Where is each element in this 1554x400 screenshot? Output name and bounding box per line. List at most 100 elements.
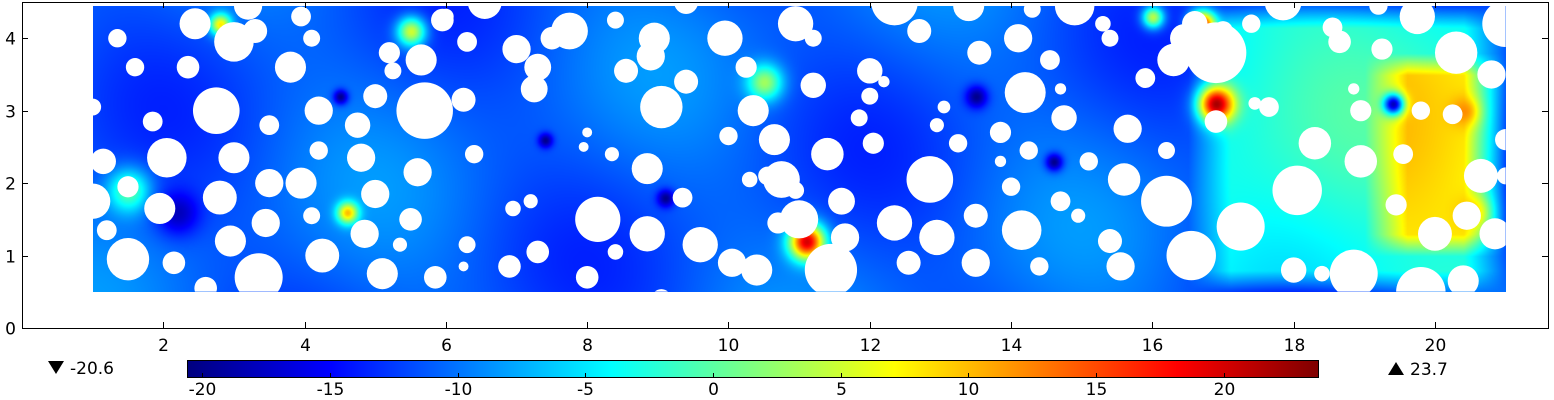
inclusion bbox=[989, 121, 1012, 143]
inclusion bbox=[523, 194, 538, 209]
inclusion bbox=[1001, 210, 1042, 250]
inclusion bbox=[378, 42, 400, 64]
inclusion bbox=[1385, 194, 1407, 216]
inclusion bbox=[457, 31, 477, 52]
inclusion bbox=[850, 109, 868, 127]
inclusion bbox=[937, 100, 951, 114]
inclusion bbox=[1113, 114, 1142, 143]
inclusion bbox=[1371, 38, 1393, 60]
inclusion bbox=[614, 58, 639, 83]
inclusion bbox=[1479, 218, 1506, 250]
inclusion bbox=[830, 223, 860, 252]
inclusion bbox=[1040, 50, 1060, 70]
y-tick-label: 1 bbox=[5, 248, 16, 268]
inclusion bbox=[1399, 5, 1435, 35]
inclusion bbox=[780, 200, 819, 239]
inclusion bbox=[1442, 104, 1463, 125]
inclusion bbox=[654, 289, 668, 292]
inclusion bbox=[147, 137, 187, 178]
inclusion bbox=[638, 22, 670, 54]
inclusion bbox=[92, 183, 111, 219]
inclusion bbox=[1350, 100, 1372, 122]
inclusion bbox=[309, 141, 328, 160]
x-tick-label: 12 bbox=[860, 336, 882, 356]
inclusion bbox=[1344, 145, 1378, 178]
inclusion bbox=[526, 240, 550, 264]
inclusion bbox=[777, 6, 814, 42]
inclusion bbox=[255, 168, 284, 198]
inclusion bbox=[405, 44, 437, 76]
inclusion bbox=[735, 56, 757, 78]
inclusion bbox=[1418, 216, 1452, 251]
y-tick-label: 2 bbox=[5, 175, 16, 195]
inclusion bbox=[502, 34, 531, 64]
inclusion bbox=[218, 142, 250, 174]
inclusion bbox=[1314, 265, 1330, 282]
inclusion bbox=[520, 75, 548, 103]
inclusion bbox=[303, 207, 321, 225]
inclusion bbox=[1107, 163, 1141, 196]
inclusion bbox=[1272, 165, 1322, 216]
inclusion bbox=[304, 96, 333, 125]
inclusion bbox=[251, 208, 280, 238]
inclusion bbox=[1095, 15, 1111, 32]
inclusion bbox=[468, 5, 502, 19]
y-tick-label: 4 bbox=[5, 30, 16, 50]
colorbar-tick-label: -10 bbox=[445, 380, 473, 400]
inclusion bbox=[1185, 22, 1247, 84]
colorbar-gradient bbox=[187, 360, 1319, 378]
inclusion bbox=[176, 55, 200, 79]
inclusion bbox=[800, 72, 826, 99]
inclusion bbox=[719, 126, 738, 146]
inclusion bbox=[1411, 101, 1431, 120]
inclusion bbox=[1259, 97, 1279, 117]
inclusion bbox=[464, 144, 484, 164]
inclusion bbox=[1242, 14, 1261, 33]
inclusion bbox=[274, 51, 307, 83]
inclusion bbox=[1265, 5, 1302, 21]
inclusion bbox=[344, 112, 371, 138]
inclusion bbox=[862, 132, 884, 154]
inclusion bbox=[606, 11, 624, 29]
inclusion bbox=[717, 248, 747, 277]
y-axis: 0 1 2 3 4 bbox=[5, 30, 1548, 340]
inclusion bbox=[1097, 229, 1122, 254]
inclusion bbox=[787, 181, 805, 199]
inclusion bbox=[1030, 257, 1049, 276]
inclusion bbox=[828, 187, 855, 215]
inclusion bbox=[1050, 191, 1071, 212]
inclusion bbox=[1054, 83, 1067, 95]
inclusion bbox=[948, 134, 968, 153]
inclusion bbox=[1106, 252, 1135, 281]
inclusion bbox=[384, 62, 402, 80]
inclusion bbox=[1298, 127, 1332, 160]
inclusion bbox=[233, 5, 263, 20]
inclusion bbox=[1204, 110, 1228, 133]
colorbar-tick-label: 20 bbox=[1214, 380, 1236, 400]
inclusion bbox=[575, 196, 621, 242]
colorbar-min-label: -20.6 bbox=[70, 359, 114, 379]
colorbar-tick-label: -20 bbox=[189, 380, 217, 400]
inclusion bbox=[682, 227, 718, 263]
inclusion bbox=[1495, 129, 1506, 151]
inclusion bbox=[953, 5, 985, 22]
inclusion bbox=[804, 243, 858, 292]
x-tick-label: 18 bbox=[1284, 336, 1306, 356]
inclusion bbox=[1135, 68, 1156, 88]
inclusion bbox=[291, 6, 311, 27]
inclusion bbox=[906, 156, 954, 203]
inclusion bbox=[1004, 24, 1033, 53]
inclusion bbox=[963, 203, 988, 228]
inclusion bbox=[994, 155, 1007, 168]
colorbar-tick-label: -5 bbox=[577, 380, 594, 400]
inclusion bbox=[737, 95, 769, 127]
inclusion bbox=[1463, 158, 1498, 193]
inclusion bbox=[1071, 208, 1086, 223]
inclusion bbox=[582, 127, 593, 138]
y-tick-label: 3 bbox=[5, 103, 16, 123]
inclusion bbox=[144, 192, 176, 225]
colorbar-tick-label: 0 bbox=[708, 380, 719, 400]
x-tick-label: 14 bbox=[1001, 336, 1023, 356]
inclusion bbox=[498, 255, 521, 278]
